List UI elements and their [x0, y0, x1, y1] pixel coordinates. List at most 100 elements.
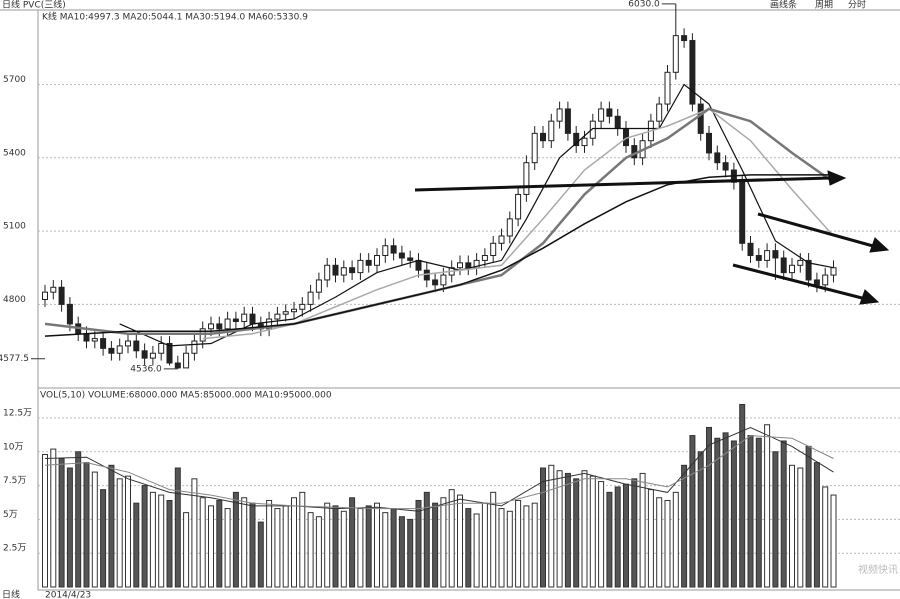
arrow-head — [869, 237, 890, 253]
ma-line — [44, 426, 834, 512]
candle-body — [465, 262, 472, 269]
volume-bar — [349, 497, 356, 588]
volume-bar — [689, 435, 696, 588]
candle-body — [266, 318, 273, 330]
candle-body — [598, 108, 605, 122]
volume-bar — [440, 497, 447, 588]
candle-body — [672, 35, 679, 73]
ma-line — [44, 174, 834, 337]
y-tick-label: 4800 — [3, 295, 26, 305]
candle-body — [166, 342, 173, 364]
candle-body — [772, 250, 779, 259]
candle-body — [58, 286, 65, 305]
volume-bar — [208, 505, 214, 588]
candle-body — [440, 274, 447, 286]
candle-body — [548, 120, 555, 142]
volume-bar — [772, 451, 779, 588]
volume-bar — [91, 471, 98, 588]
volume-bar — [340, 510, 347, 588]
volume-bar — [191, 478, 198, 588]
candle-body — [515, 193, 522, 220]
candle-body — [91, 338, 98, 342]
volume-bar — [747, 435, 754, 588]
candle-body — [66, 303, 73, 325]
candle-body — [116, 345, 123, 354]
volume-bar — [249, 502, 256, 588]
volume-bar — [42, 453, 48, 588]
volume-bar — [257, 521, 264, 588]
candle-body — [764, 250, 771, 261]
volume-bar — [125, 475, 131, 588]
candle-body — [722, 162, 729, 171]
candle-body — [398, 252, 405, 259]
candle-body — [208, 323, 214, 330]
candle-body — [141, 350, 148, 359]
candle-body — [498, 235, 505, 244]
volume-bar — [739, 403, 746, 588]
candle-body — [42, 291, 48, 300]
y-tick-label: 5100 — [3, 222, 26, 232]
y-tick-label: 12.5万 — [3, 408, 32, 418]
candle-body — [614, 115, 621, 129]
candle-body — [324, 264, 331, 281]
y-tick-label: 5700 — [3, 75, 26, 85]
volume-bar — [224, 508, 231, 588]
volume-bar — [664, 499, 671, 588]
volume-bar — [647, 489, 654, 588]
candle-body — [191, 340, 198, 354]
arrow — [757, 212, 874, 248]
annotation: 4536.0 — [130, 364, 162, 374]
volume-bar — [564, 472, 571, 588]
volume-legend: VOL(5,10) VOLUME:68000.000 MA5:85000.000… — [40, 391, 332, 401]
candle-body — [407, 257, 414, 261]
volume-bar — [805, 445, 812, 588]
candle-body — [415, 259, 422, 271]
candle-body — [780, 257, 787, 274]
tool[interactable]: 周期 — [815, 0, 833, 11]
volume-bar — [822, 486, 829, 588]
candle-body — [813, 279, 820, 286]
candle-body — [747, 242, 754, 257]
volume-bar — [614, 486, 621, 588]
volume-bar — [141, 485, 148, 588]
candle-body — [332, 264, 339, 276]
volume-bar — [589, 475, 596, 588]
candle-body — [797, 259, 804, 266]
annotation: 4577.5 — [0, 354, 29, 364]
volume-bar — [523, 505, 530, 588]
candle-body — [83, 333, 90, 342]
candle-body — [755, 255, 762, 261]
tool[interactable]: 分时 — [848, 0, 866, 11]
volume-bar — [789, 464, 795, 588]
volume-bar — [174, 467, 181, 588]
volume-bar — [282, 505, 289, 588]
volume-bar — [116, 478, 123, 588]
candle-body — [805, 259, 812, 281]
candle-body — [183, 352, 190, 369]
tool[interactable]: 画线条 — [770, 0, 797, 11]
volume-bar — [598, 481, 605, 588]
volume-bar — [324, 502, 331, 588]
candle-body — [241, 313, 248, 322]
volume-bar — [506, 510, 513, 588]
candle-body — [382, 245, 389, 257]
volume-bar — [291, 497, 297, 588]
volume-bar — [232, 491, 239, 588]
candle-body — [357, 259, 364, 274]
volume-bar — [830, 494, 837, 588]
arrow — [732, 263, 863, 300]
volume-bar — [100, 489, 107, 588]
candle-body — [540, 132, 546, 142]
y-tick-label: 7.5万 — [3, 476, 26, 486]
arrow-head — [859, 289, 880, 305]
footer: 日线 — [2, 589, 20, 599]
volume-bar — [357, 508, 364, 588]
candle-body — [506, 218, 513, 237]
volume-bar — [158, 494, 165, 588]
volume-bar — [415, 499, 422, 588]
volume-bar — [307, 512, 314, 588]
y-tick-label: 5400 — [3, 148, 26, 158]
candle-body — [689, 40, 696, 105]
